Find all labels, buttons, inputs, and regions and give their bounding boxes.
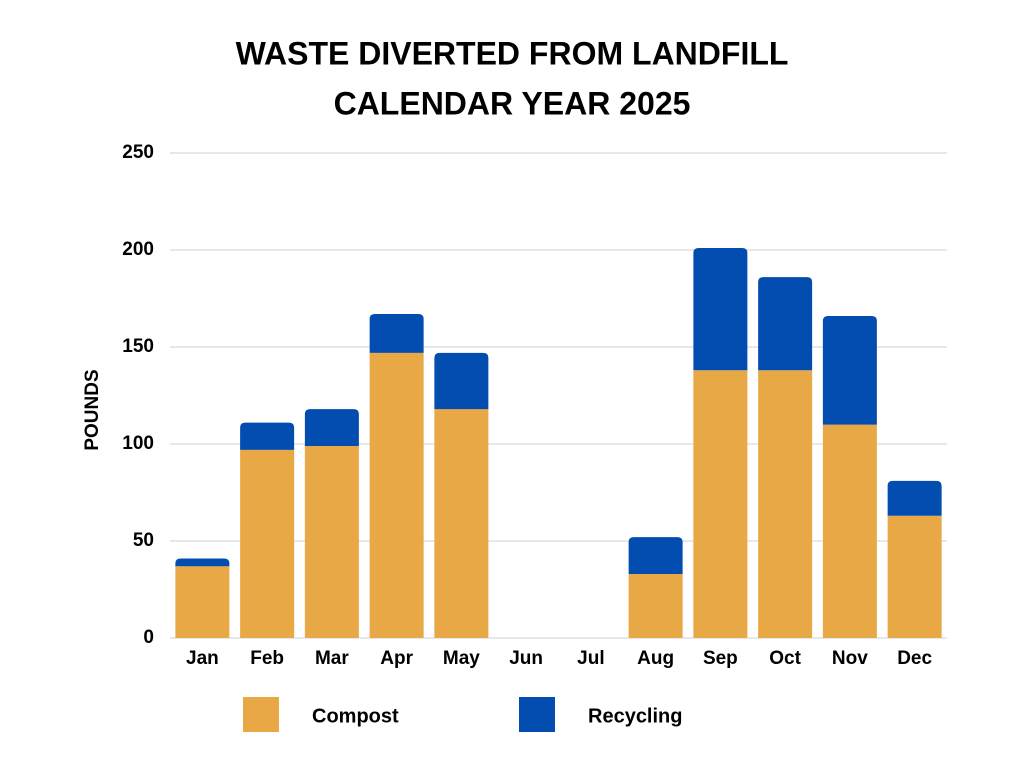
bar-segment bbox=[240, 422, 295, 450]
y-tick-label: 50 bbox=[133, 530, 154, 551]
bar-segment bbox=[240, 449, 295, 638]
bar-segment bbox=[434, 409, 489, 638]
x-tick-label: May bbox=[443, 648, 480, 669]
x-tick-label: Jul bbox=[577, 648, 604, 669]
bar-segment bbox=[434, 352, 489, 410]
x-tick-label: Mar bbox=[315, 648, 349, 669]
x-tick-label: Oct bbox=[769, 648, 801, 669]
bar-segment bbox=[175, 558, 230, 567]
bar-segment bbox=[887, 480, 942, 516]
x-tick-label: Sep bbox=[703, 648, 738, 669]
legend-swatch bbox=[519, 697, 555, 732]
bar-segment bbox=[822, 315, 877, 425]
x-tick-label: Aug bbox=[637, 648, 674, 669]
x-tick-label: Apr bbox=[380, 648, 413, 669]
y-axis-label: POUNDS bbox=[82, 369, 103, 450]
x-tick-label: Dec bbox=[897, 648, 932, 669]
y-tick-label: 250 bbox=[122, 142, 154, 163]
x-tick-label: Jan bbox=[186, 648, 219, 669]
legend-label: Recycling bbox=[588, 705, 682, 727]
bar-segment bbox=[758, 370, 813, 638]
legend-label: Compost bbox=[312, 705, 399, 727]
x-tick-label: Jun bbox=[509, 648, 543, 669]
chart-title: WASTE DIVERTED FROM LANDFILL bbox=[236, 35, 789, 71]
chart-subtitle: CALENDAR YEAR 2025 bbox=[334, 85, 691, 121]
x-tick-label: Nov bbox=[832, 648, 868, 669]
bar-segment bbox=[175, 566, 230, 638]
bar-segment bbox=[693, 248, 748, 371]
bar-segment bbox=[822, 424, 877, 638]
bar-segment bbox=[304, 409, 359, 446]
bar-segment bbox=[887, 515, 942, 638]
y-tick-label: 150 bbox=[122, 336, 154, 357]
bar-segment bbox=[628, 537, 683, 574]
bar-segment bbox=[628, 573, 683, 638]
legend-swatch bbox=[243, 697, 279, 732]
bar-segment bbox=[693, 370, 748, 638]
bar-segment bbox=[369, 352, 424, 638]
x-tick-label: Feb bbox=[250, 648, 284, 669]
bar-segment bbox=[369, 314, 424, 353]
y-tick-label: 100 bbox=[122, 433, 154, 454]
y-tick-label: 200 bbox=[122, 239, 154, 260]
bar-segment bbox=[304, 445, 359, 638]
y-tick-label: 0 bbox=[143, 627, 154, 648]
bar-segment bbox=[758, 277, 813, 371]
